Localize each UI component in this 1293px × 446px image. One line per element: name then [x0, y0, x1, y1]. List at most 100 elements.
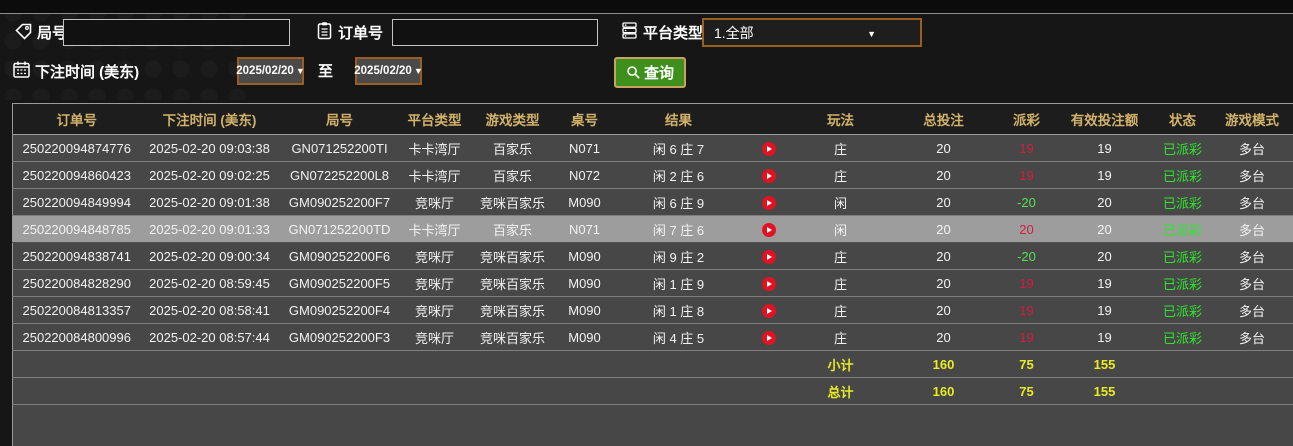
- replay-result-icon[interactable]: [761, 222, 776, 237]
- status-cell: 已派彩: [1154, 134, 1211, 162]
- result-cell: 闲 2 庄 6: [612, 161, 745, 189]
- result-cell: [612, 350, 745, 378]
- summary-label-cell: 小计: [792, 350, 889, 378]
- game-type-cell: 百家乐: [468, 215, 557, 243]
- total-bet-cell: 20: [888, 269, 999, 297]
- play-btn-cell: [744, 188, 793, 216]
- platform-type-label: 平台类型: [643, 25, 704, 42]
- replay-result-icon[interactable]: [761, 276, 776, 291]
- status-cell: [1154, 377, 1211, 405]
- replay-result-icon[interactable]: [761, 330, 776, 345]
- game-type-cell: 竞咪百家乐: [468, 269, 557, 297]
- replay-result-icon[interactable]: [761, 249, 776, 264]
- game-type-cell: 百家乐: [468, 161, 557, 189]
- header-bet-time: 下注时间 (美东): [140, 103, 279, 135]
- game-no-cell: GM090252200F6: [278, 242, 401, 270]
- tag-icon: [14, 22, 33, 41]
- bet-time-cell: [140, 350, 279, 378]
- replay-result-icon[interactable]: [761, 168, 776, 183]
- game-no-label: 局号: [37, 25, 68, 42]
- total-bet-cell: 20: [888, 161, 999, 189]
- total-bet-cell: 20: [888, 134, 999, 162]
- platform-icon: [620, 21, 639, 40]
- game-no-cell: GM090252200F3: [278, 323, 401, 351]
- total-bet-cell: 20: [888, 323, 999, 351]
- game-no-cell: [278, 350, 401, 378]
- game-no-cell: GN071252200TD: [278, 215, 401, 243]
- chevron-down-icon: ▼: [867, 29, 876, 39]
- chevron-down-icon: ▼: [413, 65, 423, 76]
- play-cell: 庄: [792, 323, 889, 351]
- date-to-select[interactable]: 2025/02/20 ▼: [354, 57, 423, 85]
- clipboard-icon: [315, 21, 334, 40]
- replay-result-icon[interactable]: [761, 303, 776, 318]
- status-cell: 已派彩: [1154, 215, 1211, 243]
- bet-time-label: 下注时间 (美东): [35, 64, 140, 81]
- game-type-cell: [468, 350, 557, 378]
- game-no-cell: GN071252200TI: [278, 134, 401, 162]
- replay-result-icon[interactable]: [761, 141, 776, 156]
- game-no-cell: GM090252200F4: [278, 296, 401, 324]
- game-no-cell: [278, 377, 401, 405]
- header-order-no: 订单号: [12, 103, 141, 135]
- replay-result-icon[interactable]: [761, 195, 776, 210]
- order-no-cell: 250220094838741: [12, 242, 141, 270]
- query-button[interactable]: 查询: [614, 57, 686, 88]
- order-no-label: 订单号: [338, 25, 384, 42]
- game-mode-cell: 多台: [1210, 215, 1293, 243]
- table-row[interactable]: 250220094838741 2025-02-20 09:00:34 GM0902…: [12, 242, 1293, 270]
- game-no-cell: GM090252200F5: [278, 269, 401, 297]
- header-payout: 派彩: [998, 103, 1055, 135]
- status-cell: 已派彩: [1154, 161, 1211, 189]
- summary-label-cell: 总计: [792, 377, 889, 405]
- result-cell: 闲 6 庄 7: [612, 134, 745, 162]
- order-no-input[interactable]: [392, 19, 598, 46]
- game-mode-cell: 多台: [1210, 188, 1293, 216]
- play-btn-cell: [744, 296, 793, 324]
- bet-time-cell: [140, 377, 279, 405]
- valid-bet-cell: 19: [1054, 134, 1155, 162]
- header-play: 玩法: [792, 103, 889, 135]
- table-no-cell: N072: [556, 161, 613, 189]
- game-no-input[interactable]: [63, 19, 290, 46]
- table-row[interactable]: 250220084828290 2025-02-20 08:59:45 GM0902…: [12, 269, 1293, 297]
- result-cell: 闲 9 庄 2: [612, 242, 745, 270]
- table-no-cell: N071: [556, 215, 613, 243]
- play-btn-cell: [744, 377, 793, 405]
- table-no-cell: M090: [556, 269, 613, 297]
- valid-bet-cell: 155: [1054, 377, 1155, 405]
- bet-time-cell: 2025-02-20 08:57:44: [140, 323, 279, 351]
- payout-cell: 19: [998, 269, 1055, 297]
- play-btn-cell: [744, 242, 793, 270]
- result-cell: [612, 377, 745, 405]
- valid-bet-cell: 20: [1054, 188, 1155, 216]
- order-no-cell: 250220094848785: [12, 215, 141, 243]
- search-icon: [626, 65, 641, 80]
- table-row[interactable]: 250220094849994 2025-02-20 09:01:38 GM0902…: [12, 188, 1293, 216]
- date-from-select[interactable]: 2025/02/20 ▼: [236, 57, 305, 85]
- top-strip: [0, 0, 1293, 14]
- table-row[interactable]: 250220094860423 2025-02-20 09:02:25 GN0722…: [12, 161, 1293, 189]
- play-btn-cell: [744, 215, 793, 243]
- table-no-cell: M090: [556, 323, 613, 351]
- payout-cell: 75: [998, 350, 1055, 378]
- order-no-cell: 250220084828290: [12, 269, 141, 297]
- game-type-cell: [468, 377, 557, 405]
- table-row[interactable]: 250220094874776 2025-02-20 09:03:38 GN0712…: [12, 134, 1293, 162]
- valid-bet-cell: 19: [1054, 323, 1155, 351]
- table-row[interactable]: 250220084800996 2025-02-20 08:57:44 GM0902…: [12, 323, 1293, 351]
- total-bet-cell: 20: [888, 242, 999, 270]
- valid-bet-cell: 20: [1054, 242, 1155, 270]
- platform-type-select[interactable]: 1.全部 ▼: [702, 18, 922, 47]
- platform-cell: 竞咪厅: [400, 323, 469, 351]
- order-no-cell: 250220094874776: [12, 134, 141, 162]
- table-row[interactable]: 250220084813357 2025-02-20 08:58:41 GM0902…: [12, 296, 1293, 324]
- date-from-value: 2025/02/20: [236, 65, 294, 77]
- valid-bet-cell: 155: [1054, 350, 1155, 378]
- calendar-icon: [12, 60, 31, 79]
- result-cell: 闲 6 庄 9: [612, 188, 745, 216]
- date-to-value: 2025/02/20: [354, 65, 412, 77]
- status-cell: 已派彩: [1154, 296, 1211, 324]
- table-row[interactable]: 250220094848785 2025-02-20 09:01:33 GN0712…: [12, 215, 1293, 243]
- game-mode-cell: [1210, 377, 1293, 405]
